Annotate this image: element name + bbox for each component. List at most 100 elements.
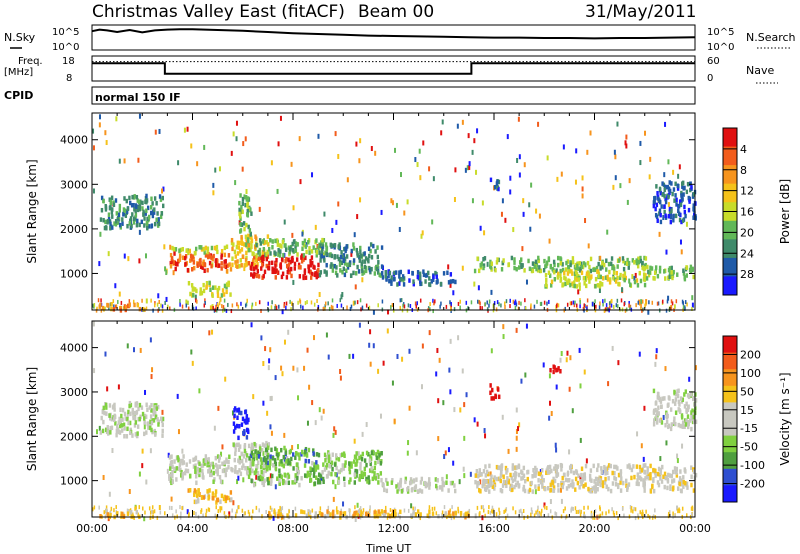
scatter-cell [671,275,674,281]
scatter-cell [225,268,229,274]
scatter-cell [570,508,572,513]
scatter-cell [333,462,337,467]
scatter-cell [307,268,311,274]
scatter-cell [593,515,596,520]
scatter-cell [329,512,332,517]
scatter-cell [384,273,388,279]
scatter-cell [207,469,210,474]
scatter-cell [325,332,328,338]
scatter-cell [177,457,180,463]
scatter-cell [384,505,387,510]
scatter-cell [387,512,390,518]
scatter-cell [305,513,309,518]
scatter-cell [690,426,693,432]
scatter-cell [376,459,380,465]
scatter-cell [687,404,690,409]
scatter-cell [513,260,516,265]
scatter-cell [354,300,356,305]
scatter-cell [224,496,228,501]
scatter-cell [162,186,165,192]
scatter-cell [580,466,584,472]
scatter-cell [436,279,439,284]
scatter-cell [312,451,315,456]
scatter-cell [265,509,267,514]
scatter-cell [171,513,174,518]
scatter-cell [265,440,268,446]
scatter-cell [609,488,613,494]
y-tick-label: 3000 [60,178,88,191]
scatter-cell [542,362,545,368]
scatter-cell [441,480,445,486]
scatter-cell [206,267,209,273]
scatter-cell [104,351,107,357]
scatter-cell [605,303,608,308]
scatter-cell [281,271,285,276]
scatter-cell [479,489,482,494]
scatter-cell [208,507,211,512]
scatter-cell [447,280,451,285]
scatter-cell [582,473,586,478]
scatter-cell [207,254,210,260]
scatter-cell [264,460,268,465]
scatter-cell [276,455,280,461]
scatter-cell [371,476,375,482]
scatter-cell [443,505,446,510]
scatter-cell [246,419,249,425]
scatter-cell [262,273,265,279]
scatter-cell [669,426,673,432]
scatter-cell [494,267,497,273]
scatter-cell [180,458,183,464]
scatter-cell [244,420,248,425]
scatter-cell [307,459,311,464]
x-tick-label: 20:00 [579,522,611,535]
scatter-cell [651,484,654,490]
scatter-cell [123,253,126,259]
scatter-cell [406,487,409,492]
scatter-cell [285,301,288,306]
scatter-cell [568,278,571,284]
scatter-cell [322,476,325,482]
scatter-cell [386,481,389,486]
scatter-cell [209,287,212,292]
scatter-cell [677,183,680,189]
scatter-cell [648,174,651,180]
scatter-cell [193,488,197,493]
scatter-cell [482,505,484,510]
scatter-cell [563,275,566,280]
scatter-cell [548,299,550,304]
scatter-cell [504,301,506,306]
scatter-cell [678,476,682,481]
scatter-cell [390,281,393,286]
scatter-cell [619,183,622,189]
scatter-cell [327,454,331,460]
scatter-cell [255,253,258,258]
scatter-cell [566,302,569,307]
scatter-cell [275,268,278,273]
scatter-cell [134,208,137,214]
scatter-cell [474,479,477,485]
scatter-cell [402,303,404,308]
scatter-cell [462,466,465,472]
scatter-cell [204,253,208,258]
scatter-cell [221,468,225,474]
scatter-cell [506,134,509,140]
scatter-cell [639,510,642,515]
scatter-cell [236,470,239,475]
scatter-cell [427,306,430,311]
scatter-cell [361,305,364,310]
scatter-cell [544,282,548,288]
scatter-cell [365,476,368,482]
scatter-cell [244,303,247,308]
scatter-cell [552,259,556,265]
x-tick-label: 16:00 [478,522,510,535]
scatter-cell [468,508,471,513]
scatter-cell [100,298,102,303]
scatter-cell [681,420,685,425]
scatter-cell [574,262,578,268]
scatter-cell [150,205,153,210]
scatter-cell [681,506,684,511]
scatter-cell [403,304,406,309]
scatter-cell [278,478,281,483]
scatter-cell [348,461,351,466]
scatter-cell [675,466,679,472]
